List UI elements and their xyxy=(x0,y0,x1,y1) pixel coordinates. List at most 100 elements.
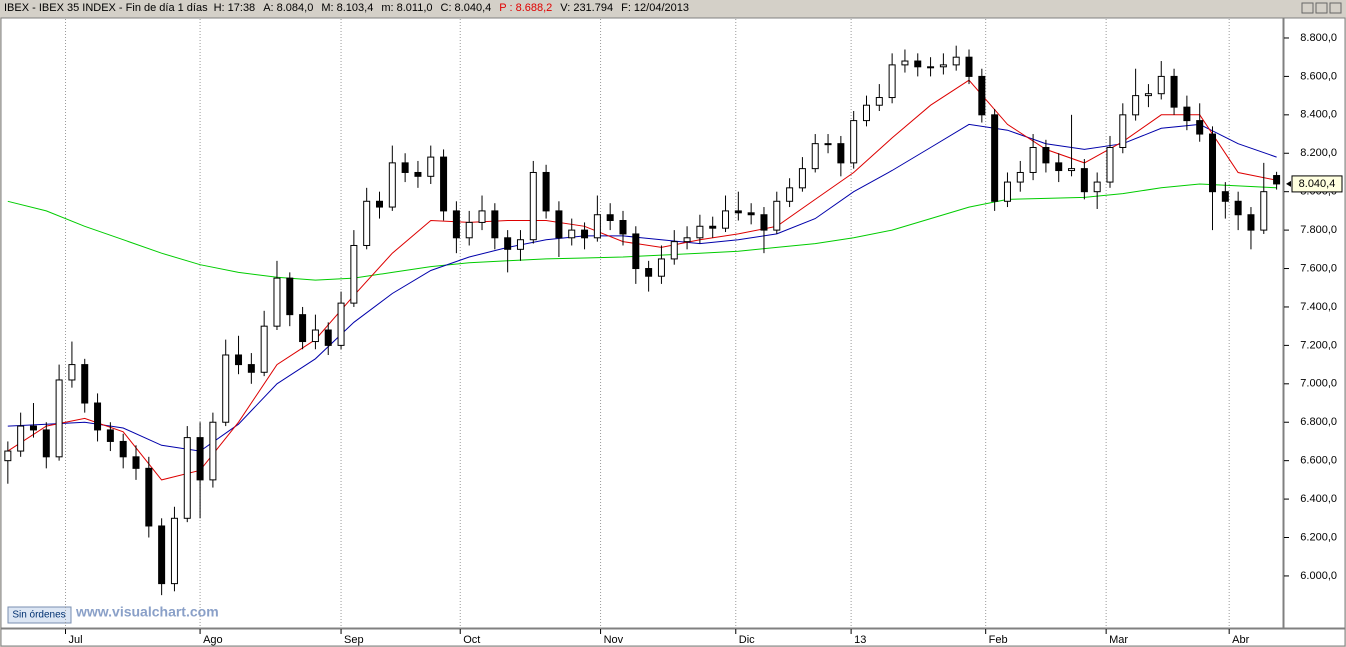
candle-body xyxy=(375,200,383,208)
candle-body xyxy=(414,171,422,177)
candle-body xyxy=(235,354,243,366)
candle-body xyxy=(1170,75,1178,108)
candle-body xyxy=(670,241,678,260)
candle-body xyxy=(170,517,178,585)
header-field: A: 8.084,0 xyxy=(263,2,313,14)
candle-body xyxy=(81,364,89,404)
y-tick-label: 6.000,0 xyxy=(1300,570,1337,582)
orders-button[interactable] xyxy=(7,606,72,624)
candle-body xyxy=(452,210,460,239)
last-price-pointer xyxy=(1286,180,1291,187)
header-field: C: 8.040,4 xyxy=(441,2,492,14)
y-tick-label: 8.600,0 xyxy=(1300,70,1337,82)
candle-body xyxy=(1068,168,1076,172)
y-tick-label: 7.600,0 xyxy=(1300,262,1337,274)
candle-body xyxy=(1196,120,1204,135)
candle-body xyxy=(1247,214,1255,231)
x-tick-label: Oct xyxy=(463,634,480,646)
y-tick-label: 6.400,0 xyxy=(1300,493,1337,505)
minimize-button[interactable] xyxy=(1301,2,1314,14)
candle-body xyxy=(696,225,704,239)
x-tick-label: Mar xyxy=(1109,634,1128,646)
candle-body xyxy=(299,314,307,343)
candle-body xyxy=(747,212,755,216)
candle-body xyxy=(888,64,896,99)
candle-body xyxy=(273,277,281,327)
candle-body xyxy=(1260,191,1268,231)
candle-body xyxy=(1055,162,1063,172)
candle-body xyxy=(94,402,102,431)
candle-body xyxy=(29,425,37,431)
x-tick-label: Ago xyxy=(203,634,223,646)
orders-button-label[interactable]: Sin órdenes xyxy=(12,610,65,621)
candle-body xyxy=(850,120,858,164)
candle-body xyxy=(516,239,524,250)
candle-body xyxy=(773,200,781,231)
candle-body xyxy=(657,258,665,277)
plot-area xyxy=(0,17,1284,629)
y-tick-label: 8.400,0 xyxy=(1300,109,1337,121)
header-field: m: 8.011,0 xyxy=(381,2,432,14)
candle-body xyxy=(619,220,627,235)
candle-body xyxy=(978,75,986,116)
window-controls[interactable] xyxy=(1301,2,1342,14)
last-price-box xyxy=(1291,175,1343,193)
y-tick-label: 7.400,0 xyxy=(1300,301,1337,313)
candle-body xyxy=(1093,181,1101,193)
candle-body xyxy=(158,525,166,585)
candle-body xyxy=(1183,106,1191,122)
last-price-label: 8.040,4 xyxy=(1299,178,1336,190)
candle-body xyxy=(260,325,268,373)
candle-body xyxy=(734,210,742,214)
candle-body xyxy=(965,56,973,77)
candle-body xyxy=(645,268,653,277)
candle-body xyxy=(632,233,640,270)
candle-body xyxy=(17,425,25,452)
x-tick-label: Dic xyxy=(739,634,755,646)
candle-body xyxy=(4,450,12,462)
candle-body xyxy=(1080,168,1088,193)
candle-body xyxy=(106,429,114,442)
candle-body xyxy=(1221,191,1229,202)
y-tick-label: 6.800,0 xyxy=(1300,416,1337,428)
candle-body xyxy=(55,379,63,458)
candle-body xyxy=(542,171,550,212)
candle-body xyxy=(529,171,537,241)
y-tick-label: 6.200,0 xyxy=(1300,531,1337,543)
candle-body xyxy=(837,143,845,164)
candle-body xyxy=(1106,146,1114,183)
watermark: www.visualchart.com xyxy=(75,604,219,620)
close-button[interactable] xyxy=(1329,2,1342,14)
x-tick-label: Jul xyxy=(69,634,83,646)
candle-body xyxy=(401,162,409,173)
x-tick-label: Abr xyxy=(1232,634,1249,646)
candle-body xyxy=(427,156,435,177)
candle-body xyxy=(722,210,730,229)
candle-body xyxy=(581,229,589,239)
y-tick-label: 7.800,0 xyxy=(1300,224,1337,236)
candle-body xyxy=(914,60,922,68)
candle-body xyxy=(786,187,794,202)
candle-body xyxy=(568,229,576,239)
candle-body xyxy=(145,467,153,527)
maximize-button[interactable] xyxy=(1315,2,1328,14)
x-tick-label: 13 xyxy=(854,634,866,646)
candle-body xyxy=(68,364,76,381)
candle-body xyxy=(440,156,448,212)
candle-body xyxy=(465,221,473,239)
candle-body xyxy=(1119,114,1127,148)
candle-body xyxy=(350,244,358,304)
candle-body xyxy=(952,56,960,66)
candle-body xyxy=(824,143,832,146)
candle-body xyxy=(247,364,255,373)
candle-body xyxy=(1209,133,1217,193)
candle-body xyxy=(478,210,486,223)
x-tick-label: Nov xyxy=(604,634,624,646)
time-axis xyxy=(0,628,1346,647)
header-bar xyxy=(0,0,1346,16)
candle-body xyxy=(683,237,691,243)
header-field: F: 12/04/2013 xyxy=(621,2,689,14)
candle-body xyxy=(1016,171,1024,183)
candle-body xyxy=(132,456,140,469)
